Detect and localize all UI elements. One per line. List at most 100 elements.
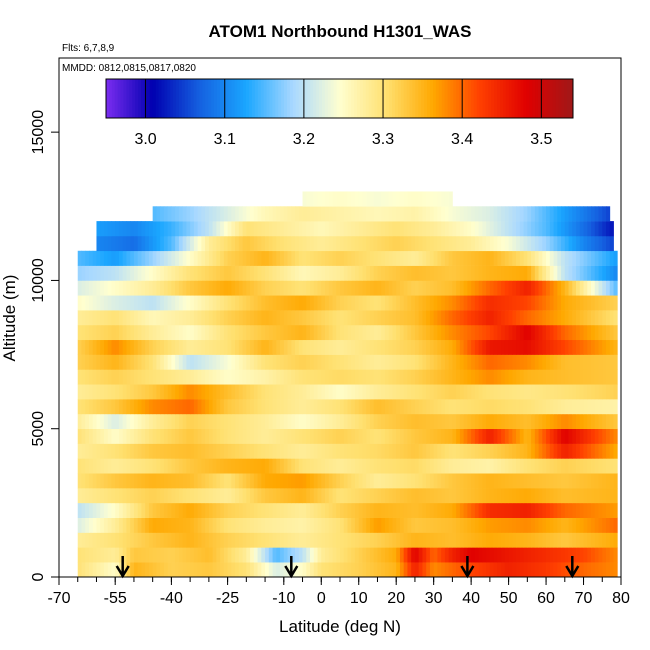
heatmap-cell xyxy=(549,488,554,504)
heatmap-cell xyxy=(88,502,94,518)
heatmap-cell xyxy=(276,532,281,548)
heatmap-cell xyxy=(493,206,498,222)
heatmap-cell xyxy=(362,221,367,237)
heatmap-cell xyxy=(272,443,277,459)
heatmap-cell xyxy=(246,354,251,370)
heatmap-cell xyxy=(437,458,442,474)
heatmap-cell xyxy=(268,354,273,370)
heatmap-cell xyxy=(242,458,247,474)
heatmap-cell xyxy=(340,413,345,430)
heatmap-cell xyxy=(302,250,307,266)
heatmap-cell xyxy=(463,473,468,489)
heatmap-cell xyxy=(523,502,528,518)
heatmap-cell xyxy=(186,502,191,518)
heatmap-cell xyxy=(463,502,468,518)
heatmap-cell xyxy=(444,413,450,430)
heatmap-cell xyxy=(403,443,408,459)
heatmap-cell xyxy=(246,413,251,430)
heatmap-cell xyxy=(384,235,390,252)
heatmap-cell xyxy=(347,517,352,533)
heatmap-cell xyxy=(396,250,401,266)
heatmap-cell xyxy=(227,517,232,533)
heatmap-cell xyxy=(313,547,318,563)
heatmap-cell xyxy=(280,517,285,533)
colorbar-segment xyxy=(208,79,212,118)
heatmap-cell xyxy=(216,473,221,489)
heatmap-cell xyxy=(145,399,150,415)
heatmap-cell xyxy=(579,502,584,518)
heatmap-cell xyxy=(538,250,543,266)
heatmap-cell xyxy=(310,547,315,563)
heatmap-cell xyxy=(186,443,191,459)
heatmap-cell xyxy=(564,443,569,459)
heatmap-cell xyxy=(354,191,360,207)
heatmap-cell xyxy=(542,562,547,578)
heatmap-cell xyxy=(384,488,390,504)
heatmap-cell xyxy=(197,488,202,504)
heatmap-cell xyxy=(576,517,581,533)
heatmap-cell xyxy=(163,295,169,311)
heatmap-cell xyxy=(448,206,453,222)
heatmap-cell xyxy=(602,235,607,252)
heatmap-cell xyxy=(321,532,326,548)
heatmap-cell xyxy=(175,562,180,578)
heatmap-cell xyxy=(497,280,502,296)
heatmap-cell xyxy=(227,280,232,296)
heatmap-cell xyxy=(291,488,296,504)
heatmap-cell xyxy=(512,384,517,400)
heatmap-cell xyxy=(411,265,416,281)
heatmap-cell xyxy=(598,280,603,296)
heatmap-cell xyxy=(437,354,442,370)
heatmap-cell xyxy=(388,191,393,207)
heatmap-cell xyxy=(437,265,442,281)
heatmap-cell xyxy=(212,235,217,252)
heatmap-cell xyxy=(403,384,408,400)
heatmap-cell xyxy=(534,339,539,355)
heatmap-cell xyxy=(403,354,408,370)
heatmap-cell xyxy=(369,502,375,518)
heatmap-cell xyxy=(92,413,97,430)
heatmap-cell xyxy=(336,235,341,252)
heatmap-cell xyxy=(276,547,281,563)
heatmap-cell xyxy=(81,488,86,504)
heatmap-cell xyxy=(242,265,247,281)
heatmap-cell xyxy=(332,413,337,430)
heatmap-cell xyxy=(321,250,326,266)
heatmap-cell xyxy=(572,399,577,415)
heatmap-cell xyxy=(501,250,506,266)
heatmap-cell xyxy=(568,384,573,400)
heatmap-cell xyxy=(384,413,390,430)
heatmap-cell xyxy=(231,221,236,237)
heatmap-cell xyxy=(478,458,483,474)
heatmap-cell xyxy=(152,310,157,326)
heatmap-cell xyxy=(459,517,465,533)
heatmap-cell xyxy=(463,235,468,252)
colorbar-segment xyxy=(502,79,507,118)
heatmap-cell xyxy=(313,443,318,459)
heatmap-cell xyxy=(519,354,524,370)
heatmap-cell xyxy=(313,191,318,207)
heatmap-cell xyxy=(340,562,345,578)
heatmap-cell xyxy=(235,473,240,489)
heatmap-cell xyxy=(351,221,356,237)
heatmap-cell xyxy=(358,413,363,430)
heatmap-cell xyxy=(519,310,524,326)
heatmap-cell xyxy=(257,339,262,355)
heatmap-cell xyxy=(317,339,322,355)
colorbar-segment xyxy=(491,79,495,118)
heatmap-cell xyxy=(381,502,386,518)
heatmap-cell xyxy=(242,532,247,548)
heatmap-cell xyxy=(407,532,412,548)
heatmap-cell xyxy=(272,235,277,252)
heatmap-cell xyxy=(336,384,341,400)
heatmap-cell xyxy=(242,310,247,326)
heatmap-cell xyxy=(429,280,435,296)
heatmap-cell xyxy=(493,458,498,474)
heatmap-cell xyxy=(302,532,307,548)
heatmap-cell xyxy=(433,354,438,370)
heatmap-cell xyxy=(343,547,348,563)
heatmap-cell xyxy=(231,517,236,533)
heatmap-cell xyxy=(122,413,127,430)
heatmap-cell xyxy=(261,547,266,563)
heatmap-cell xyxy=(501,473,506,489)
